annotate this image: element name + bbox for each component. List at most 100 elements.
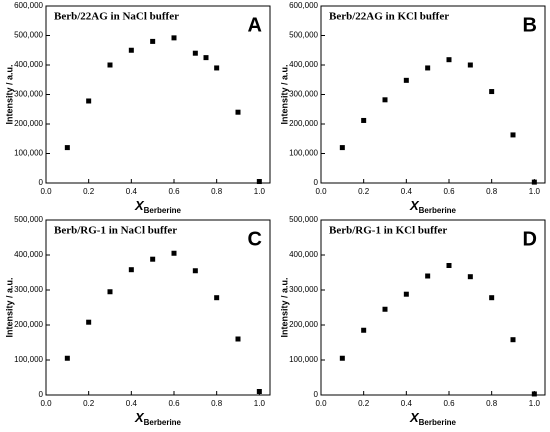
x-tick-label: 0.4: [401, 399, 413, 408]
data-point: [403, 77, 409, 83]
x-tick-label: 0.0: [315, 187, 327, 196]
x-tick-label: 1.0: [254, 399, 266, 408]
data-point: [214, 65, 220, 71]
data-point: [361, 327, 367, 333]
y-axis-label: Intensity / a.u.: [279, 277, 289, 337]
chart-title: Berb/22AG in KCl buffer: [329, 11, 449, 23]
y-tick-label: 600,000: [289, 1, 318, 10]
data-point: [235, 109, 241, 115]
data-point: [256, 389, 262, 394]
x-tick-label: 0.4: [401, 187, 413, 196]
x-tick-label: 1.0: [529, 187, 541, 196]
data-point: [425, 65, 431, 71]
data-point: [171, 35, 177, 41]
x-axis-subscript: Berberine: [144, 418, 182, 427]
y-tick-label: 500,000: [289, 215, 318, 224]
data-point: [403, 291, 409, 297]
x-axis-symbol: X: [409, 198, 420, 213]
x-tick-label: 0.4: [126, 187, 138, 196]
data-point: [107, 289, 113, 295]
x-tick-label: 0.0: [40, 399, 52, 408]
data-point: [86, 98, 92, 104]
y-tick-label: 400,000: [14, 60, 43, 69]
y-tick-label: 600,000: [14, 1, 43, 10]
data-point: [107, 62, 113, 68]
x-tick-label: 0.4: [126, 399, 138, 408]
x-tick-label: 0.8: [211, 399, 223, 408]
panel-label: B: [523, 14, 537, 36]
x-tick-label: 0.6: [168, 399, 180, 408]
y-tick-label: 100,000: [289, 355, 318, 364]
y-tick-label: 400,000: [289, 60, 318, 69]
x-axis-symbol: X: [134, 410, 145, 425]
chart-panel: 0 100,000 200,000 300,000 400,000 500,000 0.0 0…: [279, 215, 546, 427]
y-tick-label: 200,000: [14, 320, 43, 329]
data-point: [214, 295, 220, 301]
data-point: [339, 355, 345, 361]
plot-frame: [45, 219, 271, 396]
data-point: [203, 55, 209, 61]
data-point: [467, 62, 473, 68]
data-point: [489, 89, 495, 95]
data-point: [489, 295, 495, 301]
y-tick-label: 200,000: [289, 119, 318, 128]
data-point: [150, 256, 156, 262]
data-point: [192, 50, 198, 56]
data-point: [467, 274, 473, 280]
y-tick-label: 500,000: [14, 31, 43, 40]
chart-title: Berb/22AG in NaCl buffer: [54, 11, 179, 23]
x-tick-label: 0.2: [358, 399, 370, 408]
x-tick-label: 1.0: [254, 187, 266, 196]
y-tick-label: 100,000: [14, 355, 43, 364]
data-point: [382, 97, 388, 103]
chart-title: Berb/RG-1 in KCl buffer: [329, 225, 447, 237]
y-tick-label: 200,000: [14, 119, 43, 128]
y-tick-label: 0: [314, 178, 319, 187]
data-point: [86, 319, 92, 325]
x-tick-label: 0.6: [443, 187, 455, 196]
plot-frame: [320, 5, 546, 184]
x-axis-subscript: Berberine: [419, 206, 457, 215]
x-tick-label: 0.8: [486, 399, 498, 408]
x-axis-label: XBerberine: [409, 198, 457, 215]
data-point: [192, 268, 198, 274]
data-point: [64, 355, 70, 361]
y-axis-label: Intensity / a.u.: [4, 64, 14, 124]
panel-label: A: [248, 14, 262, 36]
x-tick-label: 0.2: [83, 187, 95, 196]
x-axis-symbol: X: [134, 198, 145, 213]
x-axis-subscript: Berberine: [419, 418, 457, 427]
data-point: [510, 132, 516, 138]
data-point: [361, 117, 367, 123]
y-tick-label: 300,000: [14, 285, 43, 294]
y-tick-label: 0: [314, 390, 319, 399]
data-point: [446, 57, 452, 63]
data-point: [339, 145, 345, 151]
panel-label: C: [248, 228, 262, 250]
x-axis-label: XBerberine: [134, 198, 182, 215]
y-tick-label: 100,000: [289, 149, 318, 158]
x-axis-label: XBerberine: [409, 410, 457, 427]
x-tick-label: 0.8: [211, 187, 223, 196]
y-tick-label: 300,000: [14, 90, 43, 99]
plot-frame: [45, 5, 271, 184]
x-tick-label: 0.6: [168, 187, 180, 196]
y-axis-label: Intensity / a.u.: [279, 64, 289, 124]
y-tick-label: 400,000: [289, 250, 318, 259]
y-tick-label: 200,000: [289, 320, 318, 329]
data-point: [256, 179, 262, 185]
y-tick-label: 500,000: [14, 215, 43, 224]
data-point: [235, 336, 241, 342]
x-tick-label: 1.0: [529, 399, 541, 408]
x-tick-label: 0.0: [40, 187, 52, 196]
x-tick-label: 0.8: [486, 187, 498, 196]
data-point: [531, 391, 537, 397]
x-axis-subscript: Berberine: [144, 206, 182, 215]
x-axis-symbol: X: [409, 410, 420, 425]
y-tick-label: 300,000: [289, 285, 318, 294]
y-tick-label: 100,000: [14, 149, 43, 158]
x-tick-label: 0.2: [83, 399, 95, 408]
x-tick-label: 0.2: [358, 187, 370, 196]
data-point: [382, 306, 388, 312]
data-point: [531, 179, 537, 185]
